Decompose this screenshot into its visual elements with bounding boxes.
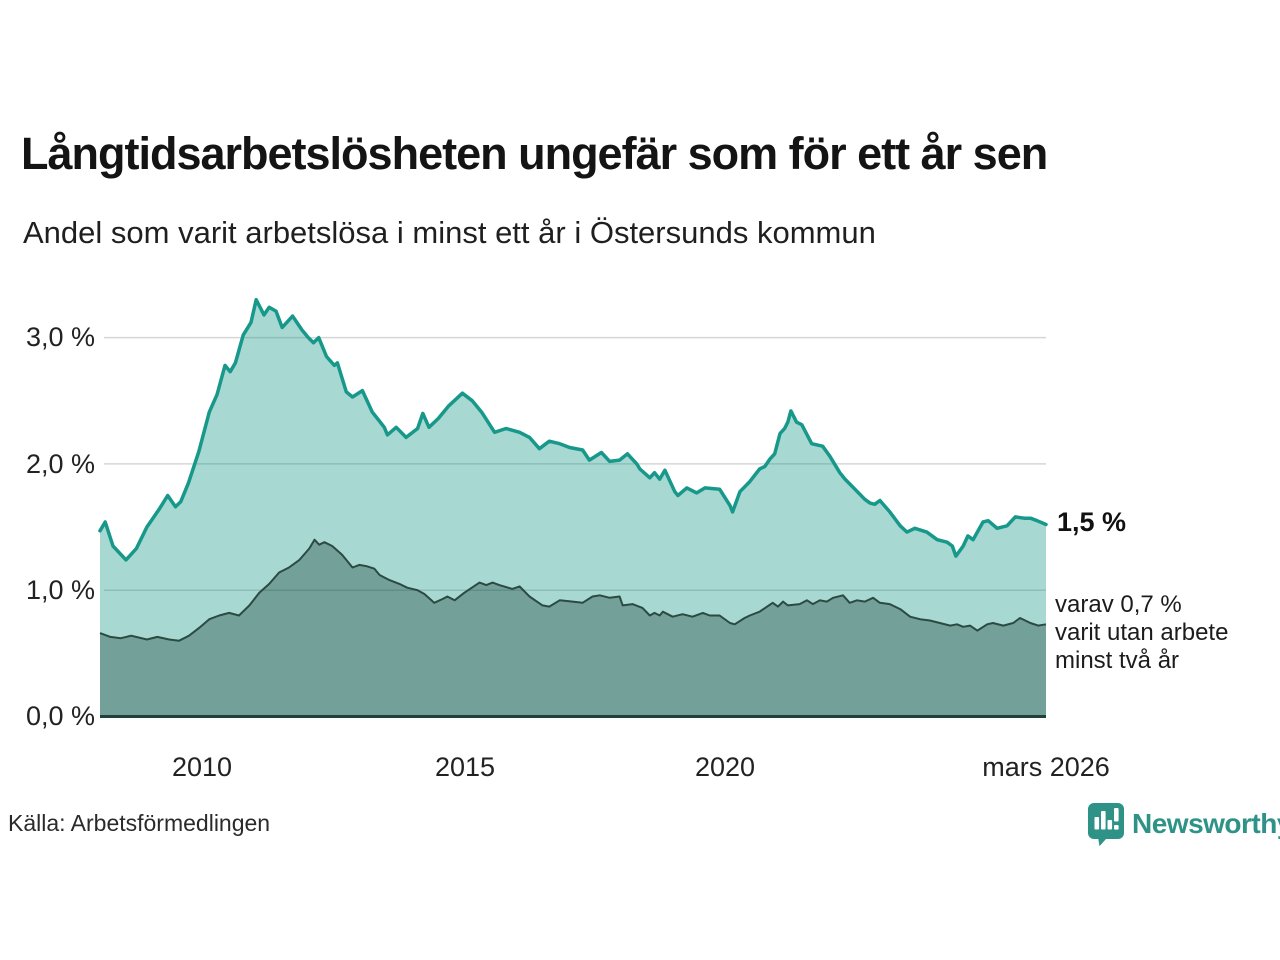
x-axis-tick-label: mars 2026 (982, 752, 1110, 782)
y-axis-tick-label: 1,0 % (25, 575, 95, 605)
page-title: Långtidsarbetslösheten ungefär som för e… (21, 128, 1048, 179)
brand-name: Newsworthy (1132, 808, 1280, 839)
annotation-line: minst två år (1055, 647, 1180, 674)
x-axis-tick-label: 2010 (171, 752, 233, 782)
bar-chart-speech-bubble-icon (1087, 802, 1125, 851)
x-axis-tick-label: 2015 (434, 752, 496, 782)
x-axis-tick-label: 2020 (694, 752, 756, 782)
chart-subtitle: Andel som varit arbetslösa i minst ett å… (23, 215, 876, 250)
y-axis-tick-label: 3,0 % (25, 322, 95, 352)
y-axis-tick-label: 0,0 % (25, 701, 95, 731)
brand-logo: Newsworthy (1087, 802, 1280, 851)
end-value-label: 1,5 % (1057, 507, 1127, 537)
annotation-line: varav 0,7 % (1055, 591, 1182, 618)
annotation-line: varit utan arbete (1055, 619, 1229, 646)
source-note: Källa: Arbetsförmedlingen (8, 810, 271, 836)
y-axis-tick-label: 2,0 % (25, 449, 95, 479)
series-two-annotation: varav 0,7 % varit utan arbete minst två … (1055, 591, 1228, 675)
